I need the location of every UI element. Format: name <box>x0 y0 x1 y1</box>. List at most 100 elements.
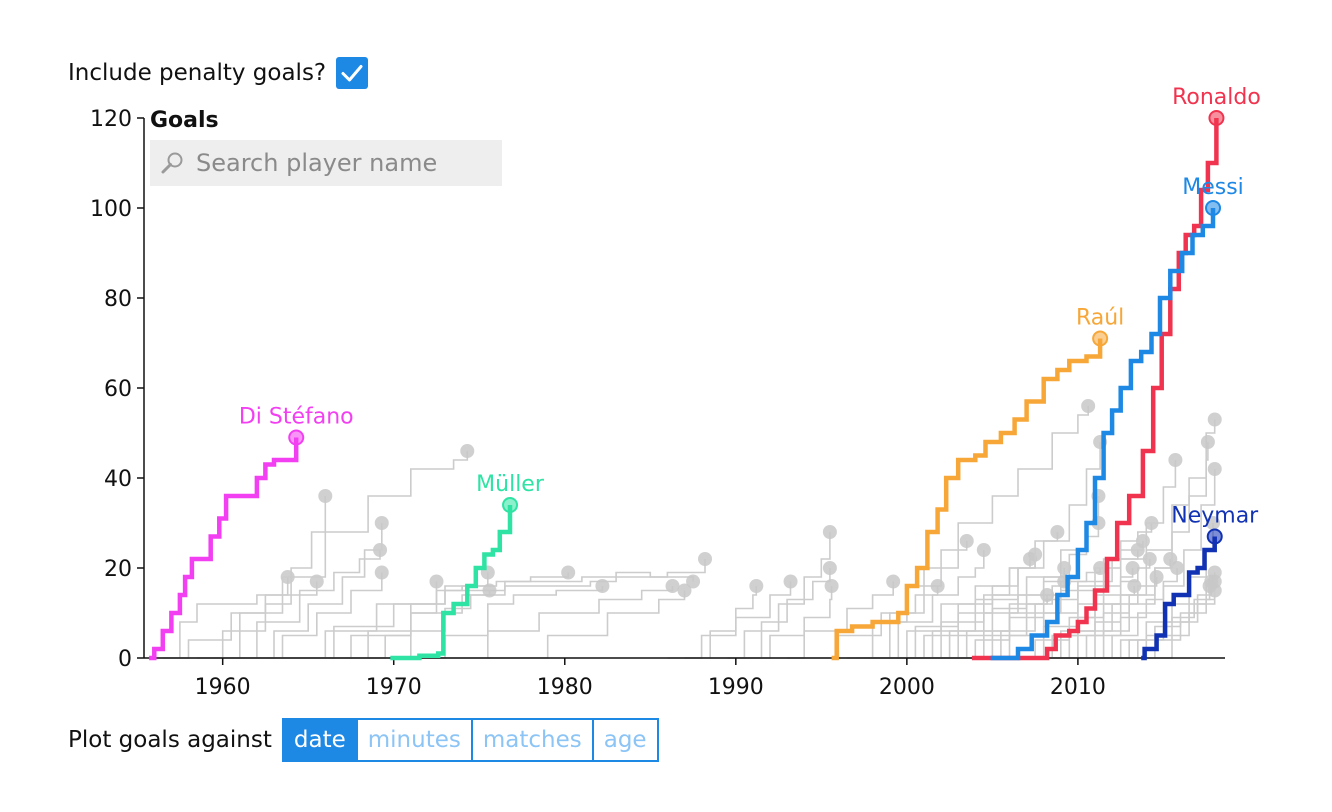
grey-series-line <box>342 581 438 659</box>
series-end-dot <box>1092 330 1109 347</box>
grey-series-end-dot <box>665 579 680 593</box>
y-tick-label: 100 <box>90 197 132 222</box>
grey-series-line <box>761 581 894 659</box>
penalty-label: Include penalty goals? <box>68 60 327 86</box>
grey-series-end-dot <box>374 516 389 530</box>
grey-series-line <box>214 550 381 659</box>
grey-series-line <box>915 568 1101 659</box>
grey-series-end-dot <box>374 565 389 580</box>
x-tick-label: 1960 <box>195 675 251 700</box>
grey-series-end-dot <box>749 579 764 593</box>
grey-series-end-dot <box>822 561 837 575</box>
grey-series-end-dot <box>1168 453 1183 467</box>
player-search <box>150 140 502 186</box>
plot-option-matches[interactable]: matches <box>470 718 594 762</box>
grey-series-end-dot <box>959 534 974 548</box>
plot-option-date[interactable]: date <box>281 718 358 762</box>
grey-series-line <box>684 586 758 659</box>
grey-series-line <box>872 554 1036 659</box>
grey-series-end-dot <box>482 583 497 598</box>
plot-against-row: Plot goals against date minutes matches age <box>68 717 659 763</box>
series-end-dot <box>1208 110 1225 126</box>
grey-series-line <box>1086 469 1216 659</box>
search-icon <box>161 152 183 174</box>
penalty-checkbox[interactable] <box>336 57 369 89</box>
y-tick-label: 0 <box>118 647 132 672</box>
grey-series-end-dot <box>309 574 324 589</box>
grey-series-line <box>889 442 1101 659</box>
grey-series-line <box>855 550 985 659</box>
check-icon <box>341 65 363 82</box>
grey-series-end-dot <box>561 565 576 580</box>
grey-series-line <box>1154 586 1211 659</box>
grey-series-end-dot <box>886 574 901 589</box>
grey-series-end-dot <box>318 489 333 503</box>
grey-series-end-dot <box>1081 399 1096 413</box>
grey-series-line <box>898 532 1059 659</box>
grey-series-end-dot <box>460 444 475 458</box>
grey-series-end-dot <box>1207 462 1222 476</box>
series-end-dot <box>1205 200 1222 216</box>
plot-against-toggle: date minutes matches age <box>281 718 659 762</box>
y-tick-label: 20 <box>104 557 132 582</box>
grey-series-end-dot <box>783 574 798 589</box>
x-tick-label: 1990 <box>708 675 764 700</box>
grey-series-line <box>197 451 469 659</box>
grey-series-end-dot <box>677 583 692 598</box>
grey-series-line <box>368 590 491 659</box>
grey-series-end-dot <box>1206 516 1221 530</box>
grey-series-end-dot <box>1207 412 1222 427</box>
grey-series-end-dot <box>429 574 444 589</box>
grey-series-end-dot <box>686 574 701 589</box>
grey-series-line <box>838 541 968 659</box>
grey-series-end-dot <box>822 525 837 539</box>
search-input[interactable] <box>194 148 498 178</box>
series-label: Neymar <box>1171 504 1259 529</box>
grey-series-end-dot <box>1057 561 1072 575</box>
y-tick-label: 60 <box>104 377 132 402</box>
grey-series-line <box>1129 581 1216 659</box>
grey-series-end-dot <box>698 552 713 566</box>
series-line <box>990 208 1216 661</box>
series-label: Ronaldo <box>1172 85 1261 110</box>
grey-series-end-dot <box>1125 561 1140 575</box>
grey-series-line <box>179 496 327 659</box>
grey-series-end-dot <box>1170 561 1185 575</box>
grey-series-line <box>1043 577 1158 659</box>
grey-series-line <box>154 577 289 659</box>
grey-series-end-dot <box>1040 588 1055 602</box>
grey-series-line <box>710 532 831 659</box>
grey-series-line <box>1026 460 1177 659</box>
grey-series-line <box>949 595 1048 659</box>
y-axis-title: Goals <box>150 108 219 133</box>
series-end-dot <box>502 497 519 513</box>
grey-series-end-dot <box>595 579 610 593</box>
series-label: Raúl <box>1076 306 1124 331</box>
x-tick-label: 2010 <box>1050 675 1106 700</box>
y-tick-label: 80 <box>104 287 132 312</box>
plot-option-minutes[interactable]: minutes <box>355 718 473 762</box>
plot-against-label: Plot goals against <box>68 727 272 753</box>
grey-series-line <box>1120 590 1216 659</box>
series-label: Müller <box>476 472 545 497</box>
grey-series-line <box>162 581 318 659</box>
grey-series-end-dot <box>1200 435 1215 449</box>
series-line <box>1141 536 1217 661</box>
series-line <box>149 437 299 661</box>
x-tick-label: 2000 <box>879 675 935 700</box>
grey-series-line <box>239 572 383 659</box>
grey-series-line <box>325 572 489 659</box>
y-tick-label: 40 <box>104 467 132 492</box>
grey-series-line <box>1052 568 1178 659</box>
x-tick-label: 1970 <box>366 675 422 700</box>
grey-series-line <box>735 586 833 659</box>
plot-option-age[interactable]: age <box>591 718 659 762</box>
grey-series-end-dot <box>1202 579 1217 593</box>
series-line <box>831 338 1103 661</box>
grey-series-end-dot <box>1050 525 1065 539</box>
series-label: Messi <box>1182 175 1244 200</box>
grey-series-line <box>487 590 686 659</box>
series-end-dot <box>288 429 305 446</box>
grey-series-end-dot <box>930 579 945 593</box>
